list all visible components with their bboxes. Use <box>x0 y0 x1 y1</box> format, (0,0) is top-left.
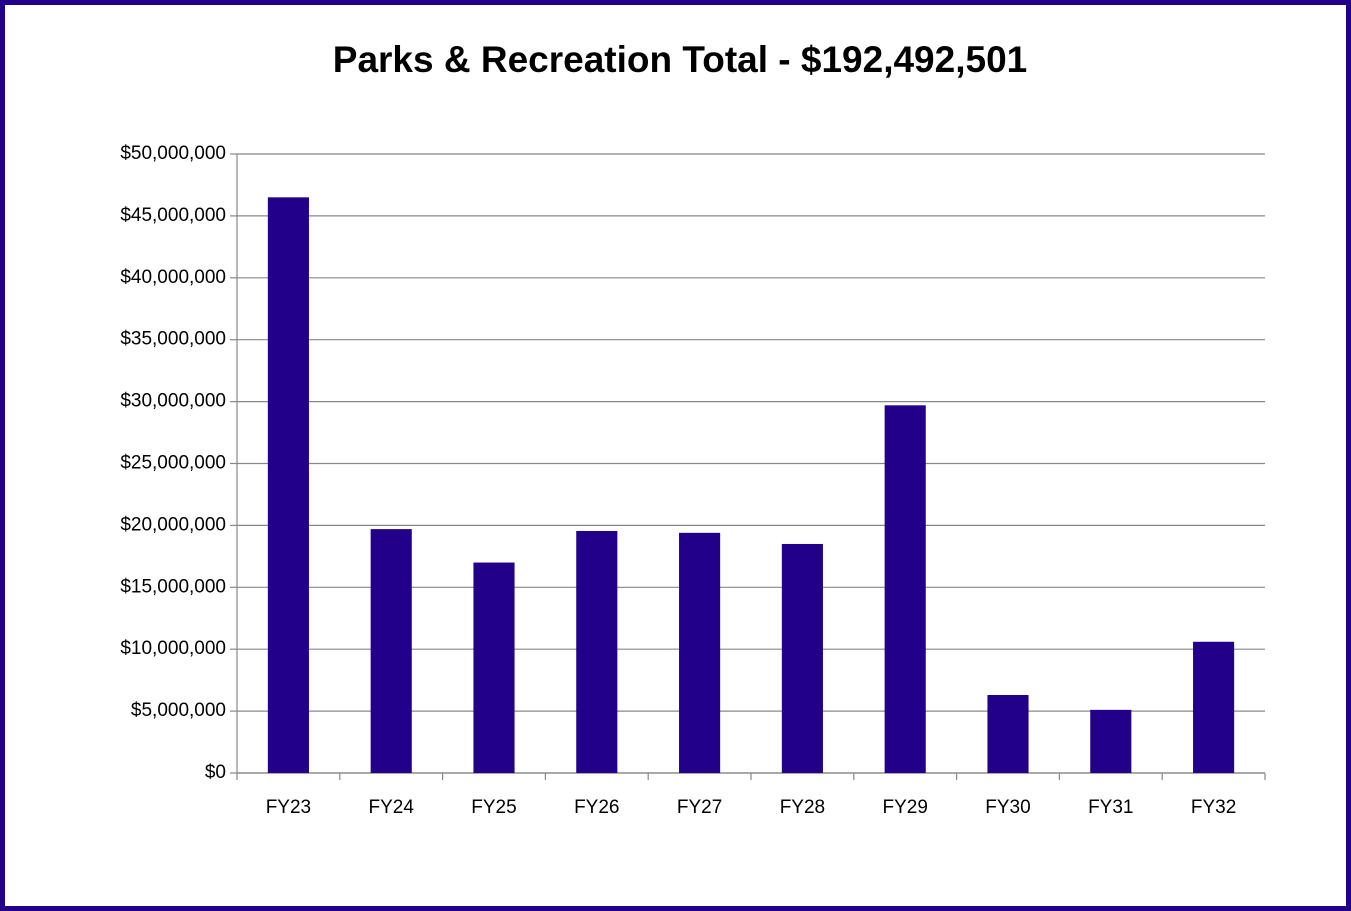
y-tick-label: $40,000,000 <box>120 267 226 288</box>
bar <box>473 562 515 773</box>
bar <box>267 197 309 773</box>
y-tick-label: $20,000,000 <box>120 514 226 535</box>
y-tick-label: $0 <box>205 762 226 783</box>
bar <box>679 532 721 773</box>
bar <box>1090 709 1132 773</box>
y-tick-label: $35,000,000 <box>120 329 226 350</box>
y-tick-label: $5,000,000 <box>131 700 226 721</box>
x-tick-label: FY25 <box>471 797 516 818</box>
bar <box>987 695 1029 773</box>
x-tick-label: FY23 <box>266 797 311 818</box>
bar <box>884 405 926 773</box>
y-tick-label: $50,000,000 <box>120 143 226 164</box>
x-tick-label: FY26 <box>574 797 619 818</box>
chart-title: Parks & Recreation Total - $192,492,501 <box>333 39 1027 80</box>
x-tick-label: FY27 <box>677 797 722 818</box>
y-tick-label: $10,000,000 <box>120 638 226 659</box>
y-tick-label: $15,000,000 <box>120 576 226 597</box>
x-tick-label: FY30 <box>985 797 1030 818</box>
bar <box>1193 641 1235 773</box>
x-tick-label: FY28 <box>780 797 825 818</box>
bar <box>576 530 618 773</box>
y-tick-label: $45,000,000 <box>120 205 226 226</box>
bar <box>781 543 823 773</box>
y-tick-label: $25,000,000 <box>120 453 226 474</box>
x-tick-label: FY32 <box>1191 797 1236 818</box>
x-tick-label: FY29 <box>882 797 927 818</box>
x-tick-label: FY31 <box>1088 797 1133 818</box>
bar <box>370 529 412 773</box>
y-tick-label: $30,000,000 <box>120 391 226 412</box>
x-tick-label: FY24 <box>368 797 414 818</box>
